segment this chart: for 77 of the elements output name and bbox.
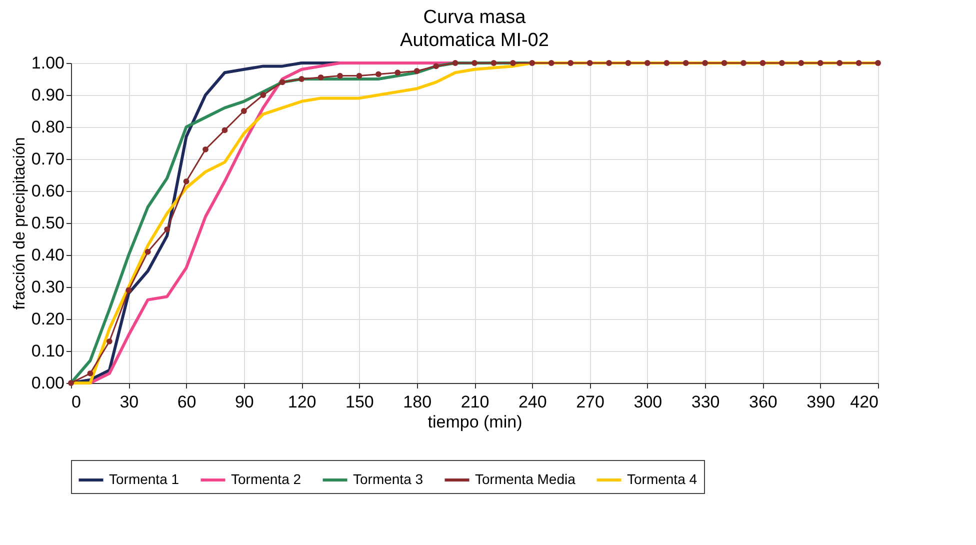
point — [472, 60, 478, 66]
y-tick-label: 0.50 — [31, 214, 64, 232]
x-tick-label: 0 — [72, 392, 81, 412]
point — [279, 79, 286, 86]
x-tick-label: 270 — [576, 392, 604, 412]
chart-title: Curva masa — [423, 7, 526, 28]
point — [682, 60, 689, 66]
point — [260, 92, 266, 98]
point — [644, 60, 650, 66]
y-tick-label: 0.20 — [31, 310, 64, 328]
y-tick-label: 0.70 — [31, 150, 64, 168]
y-tick-label: 0.60 — [31, 182, 64, 200]
point — [394, 70, 401, 76]
x-tick-label: 330 — [691, 392, 720, 412]
point — [164, 226, 170, 232]
legend-label: Tormenta 3 — [353, 471, 424, 487]
x-tick-label: 420 — [850, 392, 878, 412]
x-tick-label: 210 — [460, 392, 490, 412]
point — [452, 60, 458, 66]
x-tick-label: 300 — [634, 392, 662, 412]
point — [529, 60, 536, 66]
point — [664, 60, 670, 66]
point — [510, 60, 516, 66]
point — [490, 60, 497, 66]
point — [721, 60, 728, 66]
point — [548, 60, 554, 66]
point — [240, 108, 247, 114]
point — [144, 248, 151, 255]
point — [625, 60, 632, 66]
point — [875, 60, 881, 66]
y-tick-label: 0.00 — [31, 374, 64, 392]
x-tick-label: 360 — [749, 392, 778, 412]
x-tick-label: 150 — [346, 392, 374, 412]
point — [740, 60, 746, 66]
legend-label: Tormenta Media — [475, 471, 576, 487]
x-tick-label: 390 — [806, 392, 836, 412]
x-tick-label: 120 — [288, 392, 316, 412]
x-tick-label: 30 — [120, 392, 139, 412]
y-tick-label: 0.10 — [31, 342, 64, 360]
y-tick-label: 0.40 — [31, 246, 64, 264]
point — [87, 370, 94, 376]
point — [856, 60, 862, 66]
point — [760, 60, 766, 66]
x-tick-label: 60 — [177, 392, 196, 412]
point — [586, 60, 593, 66]
y-tick-label: 0.90 — [31, 86, 64, 104]
legend-label: Tormenta 1 — [109, 471, 180, 487]
point — [568, 60, 574, 66]
point — [183, 178, 190, 184]
y-tick-label: 0.30 — [31, 278, 64, 296]
y-tick-label: 0.80 — [31, 118, 64, 136]
point — [298, 76, 305, 82]
y-axis-title: fracción de precipitación — [11, 137, 28, 310]
legend-label: Tormenta 4 — [627, 471, 698, 487]
point — [106, 338, 112, 344]
legend-label: Tormenta 2 — [231, 471, 302, 487]
chart-subtitle: Automatica MI-02 — [400, 30, 549, 51]
point — [414, 68, 420, 74]
point — [606, 60, 612, 66]
point — [375, 71, 382, 78]
x-tick-label: 90 — [234, 392, 254, 412]
point — [433, 63, 440, 70]
point — [202, 146, 208, 152]
point — [318, 74, 324, 80]
point — [126, 287, 132, 294]
point — [356, 72, 362, 79]
point — [702, 60, 708, 66]
point — [222, 127, 228, 134]
point — [337, 72, 343, 79]
point — [778, 60, 785, 66]
x-tick-label: 240 — [518, 392, 547, 412]
point — [836, 60, 843, 66]
point — [798, 60, 804, 66]
x-axis-title: tiempo (min) — [428, 412, 522, 432]
y-tick-label: 1.00 — [31, 54, 64, 72]
x-tick-label: 180 — [403, 392, 432, 412]
point — [817, 60, 824, 66]
